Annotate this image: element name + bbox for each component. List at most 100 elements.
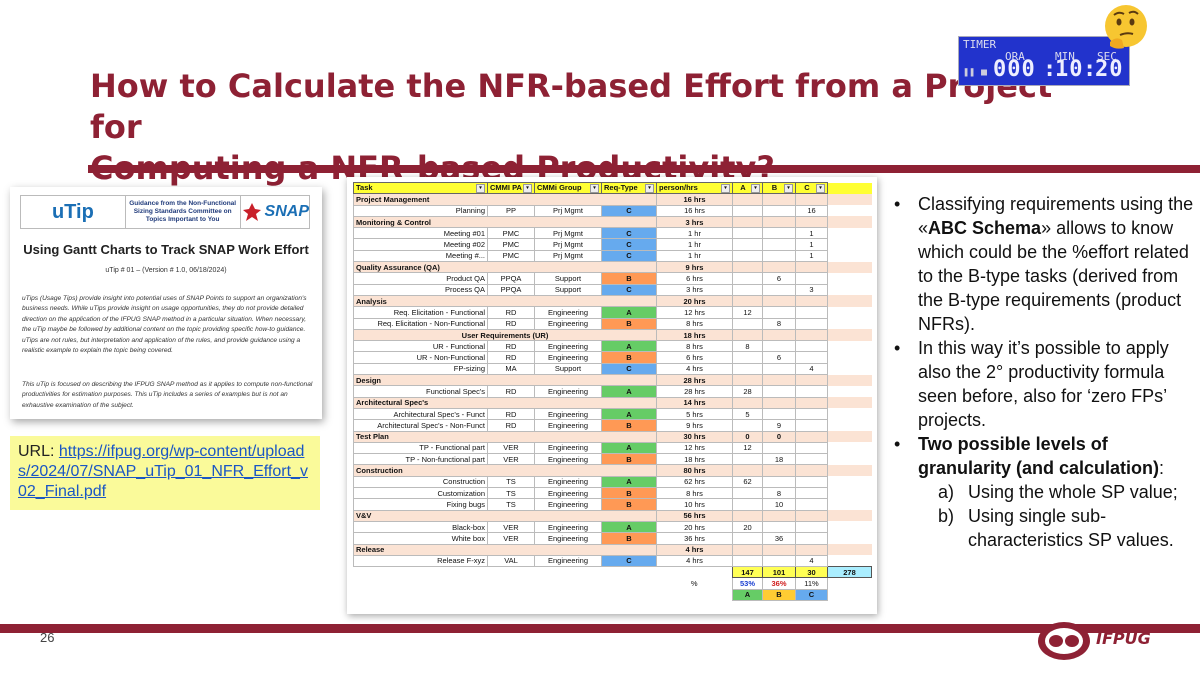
hours-b: [762, 475, 796, 489]
hours-c: 4: [795, 362, 828, 376]
person-hours: 12 hrs: [656, 306, 733, 319]
task-name: Process QA: [353, 283, 488, 296]
category-hours: 3 hrs: [656, 215, 733, 229]
cmmi-group: Engineering: [534, 340, 602, 353]
filter-dropdown-icon[interactable]: ▾: [523, 184, 532, 193]
person-hours: 36 hrs: [656, 532, 733, 545]
utip-guidance-text: Guidance from the Non-Functional Sizing …: [126, 196, 241, 228]
hours-a: [732, 238, 763, 251]
empty-cell: [827, 374, 872, 386]
cmmi-pa: VER: [487, 441, 535, 455]
category-a: [732, 261, 763, 274]
category-row: Construction 80 hrs: [353, 464, 872, 477]
utip-document-thumbnail: uTip Guidance from the Non-Functional Si…: [10, 187, 322, 419]
bullet-granularity: Two possible levels of granularity (and …: [888, 432, 1194, 552]
category-hours: 20 hrs: [656, 294, 733, 308]
task-name: Meeting #01: [353, 227, 488, 240]
task-row: Architectural Spec's - Non-Funct RD Engine…: [353, 419, 872, 432]
bullet-1-text-a: Classifying requirements using the «: [918, 194, 1194, 238]
person-hours: 16 hrs: [656, 204, 733, 217]
task-row: Release F-xyz VAL Engineering C 4 hrs 4: [353, 554, 872, 568]
task-row: Customization TS Engineering B 8 hrs 8: [353, 487, 872, 500]
filter-dropdown-icon[interactable]: ▾: [784, 184, 793, 193]
person-hours: 8 hrs: [656, 317, 733, 330]
column-header[interactable]: B ▾: [762, 181, 796, 195]
person-hours: 1 hr: [656, 227, 733, 240]
req-type-badge: B: [601, 453, 657, 466]
hours-c: 1: [795, 249, 828, 263]
column-header[interactable]: person/hrs ▾: [656, 181, 733, 195]
empty-cell: [827, 295, 872, 307]
sub-item-a-text: Using the whole SP value;: [968, 482, 1178, 502]
category-label: Design: [353, 374, 657, 387]
hours-c: 1: [795, 238, 828, 251]
timer-widget[interactable]: TIMER ORA MIN SEC ❚❚ ■ 000 : 10 : 20: [958, 36, 1130, 86]
task-row: Meeting #... PMC Prj Mgmt C 1 hr 1: [353, 249, 872, 263]
category-label: Analysis: [353, 294, 657, 308]
column-header[interactable]: CMMi Group ▾: [534, 181, 602, 195]
category-c: [795, 543, 828, 556]
req-type-badge: C: [601, 227, 657, 240]
column-header[interactable]: Task ▾: [353, 181, 488, 195]
hours-c: [795, 453, 828, 466]
person-hours: 3 hrs: [656, 283, 733, 296]
category-hours: 16 hrs: [656, 193, 733, 206]
column-header[interactable]: Req-Type ▾: [601, 181, 657, 195]
column-header[interactable]: CMMI PA ▾: [487, 181, 535, 195]
page-number: 26: [40, 630, 55, 645]
cmmi-pa: PMC: [487, 249, 535, 263]
person-hours: 62 hrs: [656, 475, 733, 489]
column-header[interactable]: C ▾: [795, 181, 828, 195]
empty-cell: [657, 567, 733, 578]
cmmi-group: Engineering: [534, 520, 602, 534]
req-type-badge: B: [601, 419, 657, 432]
filter-dropdown-icon[interactable]: ▾: [816, 184, 825, 193]
hours-a: 8: [732, 340, 763, 353]
hours-b: [762, 227, 796, 240]
hours-c: [795, 407, 828, 421]
filter-dropdown-icon[interactable]: ▾: [721, 184, 730, 193]
category-hours: 18 hrs: [656, 328, 733, 342]
category-label: V&V: [353, 509, 657, 522]
empty-cell: [602, 589, 657, 600]
footer-divider: [0, 624, 1200, 633]
hours-a: [732, 498, 763, 511]
timer-label: TIMER: [963, 38, 997, 51]
req-type-badge: C: [601, 554, 657, 568]
task-name: Functional Spec's: [353, 385, 488, 398]
task-row: UR - Non-Functional RD Engineering B 6 hrs 6: [353, 351, 872, 364]
filter-dropdown-icon[interactable]: ▾: [476, 184, 485, 193]
task-name: Planning: [353, 204, 488, 217]
filter-dropdown-icon[interactable]: ▾: [645, 184, 654, 193]
task-row: TP - Functional part VER Engineering A 12 hr…: [353, 441, 872, 455]
document-link[interactable]: https://ifpug.org/wp-content/uploads/202…: [18, 443, 308, 500]
empty-cell: [827, 182, 872, 194]
req-type-badge: A: [601, 306, 657, 319]
hours-a: [732, 554, 763, 568]
category-b: [762, 509, 796, 522]
category-label: Project Management: [353, 193, 657, 206]
hours-b: [762, 204, 796, 217]
timer-sep-1: :: [1043, 57, 1058, 82]
task-name: Customization: [353, 487, 488, 500]
category-c: [795, 509, 828, 522]
category-row: Test Plan 30 hrs 0 0: [353, 430, 872, 443]
timer-hours-label: ORA: [1005, 50, 1025, 63]
hours-a: [732, 532, 763, 545]
letter-a: A: [732, 588, 763, 601]
letter-c: C: [795, 588, 828, 601]
timer-pause-icon[interactable]: ❚❚ ■: [963, 67, 988, 78]
category-c: [795, 396, 828, 409]
person-hours: 1 hr: [656, 238, 733, 251]
task-name: Architectural Spec's - Non-Funct: [353, 419, 488, 432]
hours-b: 9: [762, 419, 796, 432]
snap-logo-text: SNAP: [264, 203, 309, 220]
empty-cell: [828, 533, 872, 544]
filter-dropdown-icon[interactable]: ▾: [751, 184, 760, 193]
filter-dropdown-icon[interactable]: ▾: [590, 184, 599, 193]
category-c: [795, 215, 828, 229]
cmmi-group: Engineering: [534, 419, 602, 432]
utip-paragraph-2: This uTip is focused on describing the I…: [22, 381, 313, 409]
column-header[interactable]: A ▾: [732, 181, 763, 195]
person-hours: 18 hrs: [656, 453, 733, 466]
